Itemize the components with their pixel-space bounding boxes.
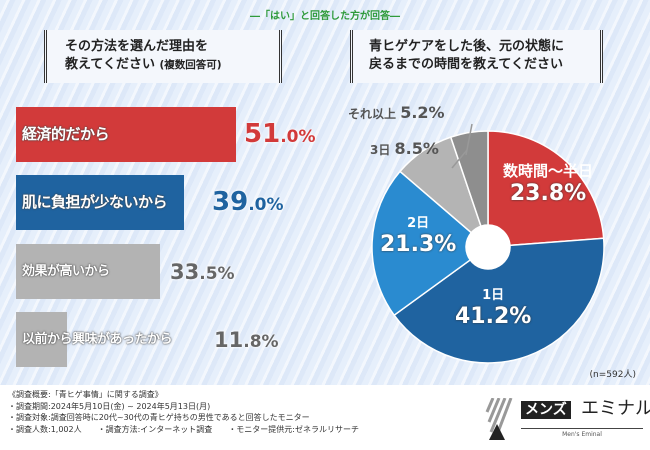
pie-label: 数時間〜半日 23.8% xyxy=(503,162,593,207)
logo-mark-icon xyxy=(485,398,513,440)
bar-label: 経済的だから xyxy=(22,125,110,143)
pie-label: 1日 41.2% xyxy=(455,287,531,330)
footer-provider: ・モニター提供元:ゼネラルリサーチ xyxy=(228,424,360,434)
bar-label: 肌に負担が少ないから xyxy=(22,193,168,211)
pie-category: 3日 xyxy=(370,143,391,157)
bar-value: 39.0% xyxy=(212,187,284,217)
q1-line2: 教えてください xyxy=(65,57,155,72)
bar xyxy=(16,175,185,230)
footer-method: ・調査方法:インターネット調査 xyxy=(97,424,213,434)
bar xyxy=(16,244,161,299)
pie-value: 8.5% xyxy=(394,139,439,158)
pie-label-outside: それ以上 5.2% xyxy=(348,104,445,123)
bar-value: 33.5% xyxy=(170,260,235,284)
footer-line: 《調査概要:「青ヒゲ事情」に関する調査》 xyxy=(8,390,163,399)
q1-line1: その方法を選んだ理由を xyxy=(65,39,209,54)
logo-subtitle: Men's Eminal xyxy=(521,428,643,439)
footer-count: ・調査人数:1,002人 xyxy=(8,424,82,434)
question-2: 青ヒゲケアをした後、元の状態に 戻るまでの時間を教えてください xyxy=(350,30,603,83)
bar xyxy=(16,312,67,367)
logo-text-left: メンズ xyxy=(521,401,571,419)
logo-text-right: エミナル xyxy=(581,398,650,419)
sample-size: (n=592人) xyxy=(589,370,636,380)
q2-line1: 青ヒゲケアをした後、元の状態に xyxy=(369,39,565,54)
respondent-note: ―「はい」と回答した方が回答― xyxy=(250,11,400,22)
bar-value: 51.0% xyxy=(244,119,316,149)
survey-overview: 《調査概要:「青ヒゲ事情」に関する調査》 ・調査期間:2024年5月10日(金)… xyxy=(8,389,359,435)
pie-label-outside: 3日 8.5% xyxy=(370,140,439,159)
pie-value: 5.2% xyxy=(400,103,445,122)
footer-line: ・調査対象:調査回答時に20代~30代の青ヒゲ持ちの男性であると回答したモニター xyxy=(8,413,310,422)
pie-label: 2日 21.3% xyxy=(380,215,456,258)
question-1: その方法を選んだ理由を 教えてください (複数回答可) xyxy=(44,30,282,83)
bar-label: 以前から興味があったから xyxy=(22,332,173,347)
pie-category: 数時間〜半日 xyxy=(503,162,594,180)
pie-value: 23.8% xyxy=(509,181,587,206)
q2-line2: 戻るまでの時間を教えてください xyxy=(369,57,563,72)
pie-value: 21.3% xyxy=(380,232,457,257)
q1-suffix: (複数回答可) xyxy=(159,59,222,71)
bar-value: 11.8% xyxy=(214,328,279,352)
leader-line xyxy=(465,123,473,156)
donut-hole xyxy=(466,225,510,269)
pie-category: 1日 xyxy=(482,288,505,303)
pie-chart xyxy=(371,123,605,364)
bar xyxy=(16,107,236,162)
brand-logo: メンズ エミナル Men's Eminal xyxy=(485,398,650,446)
pie-value: 41.2% xyxy=(455,304,532,329)
footer-line: ・調査期間:2024年5月10日(金) ~ 2024年5月13日(月) xyxy=(8,401,211,411)
pie-category: 2日 xyxy=(407,216,430,231)
leader-line xyxy=(451,149,468,169)
pie-category: それ以上 xyxy=(348,107,397,121)
bar-label: 効果が高いから xyxy=(22,264,110,279)
